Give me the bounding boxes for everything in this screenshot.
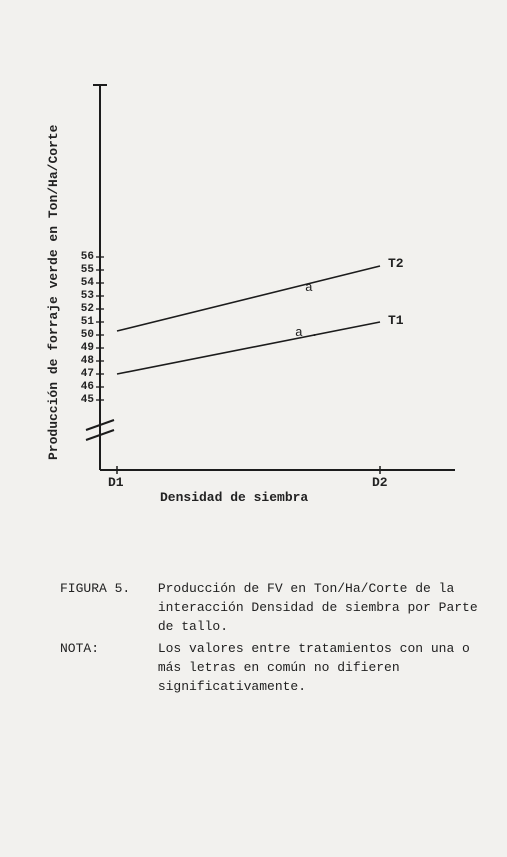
ytick-55: 55 bbox=[70, 264, 94, 276]
figure-caption: FIGURA 5. Producción de FV en Ton/Ha/Cor… bbox=[60, 580, 490, 637]
ytick-46: 46 bbox=[70, 381, 94, 393]
x-axis-label: Densidad de siembra bbox=[160, 490, 308, 505]
ytick-48: 48 bbox=[70, 355, 94, 367]
chart-svg bbox=[60, 70, 460, 500]
series-t2-line bbox=[117, 266, 380, 331]
figure-caption-lead: FIGURA 5. bbox=[60, 580, 150, 599]
ytick-47: 47 bbox=[70, 368, 94, 380]
letter-label-t2: a bbox=[305, 280, 313, 295]
figure-note-text: Los valores entre tratamientos con una o… bbox=[158, 640, 478, 697]
ytick-49: 49 bbox=[70, 342, 94, 354]
line-chart: Producción de forraje verde en Ton/Ha/Co… bbox=[60, 70, 460, 500]
ytick-56: 56 bbox=[70, 251, 94, 263]
series-label-t1: T1 bbox=[388, 313, 404, 328]
figure-caption-text: Producción de FV en Ton/Ha/Corte de la i… bbox=[158, 580, 478, 637]
ytick-54: 54 bbox=[70, 277, 94, 289]
ytick-51: 51 bbox=[70, 316, 94, 328]
letter-label-t1: a . bbox=[295, 325, 318, 340]
ytick-53: 53 bbox=[70, 290, 94, 302]
y-axis-label: Producción de forraje verde en Ton/Ha/Co… bbox=[46, 125, 61, 460]
page: { "chart": { "type": "line", "ylabel": "… bbox=[0, 0, 507, 857]
xtick-d1: D1 bbox=[108, 475, 124, 490]
ytick-45: 45 bbox=[70, 394, 94, 406]
xtick-d2: D2 bbox=[372, 475, 388, 490]
series-t1-line bbox=[117, 322, 380, 374]
figure-note-lead: NOTA: bbox=[60, 640, 150, 659]
figure-note: NOTA: Los valores entre tratamientos con… bbox=[60, 640, 490, 697]
ytick-50: 50 bbox=[70, 329, 94, 341]
series-label-t2: T2 bbox=[388, 256, 404, 271]
ytick-52: 52 bbox=[70, 303, 94, 315]
